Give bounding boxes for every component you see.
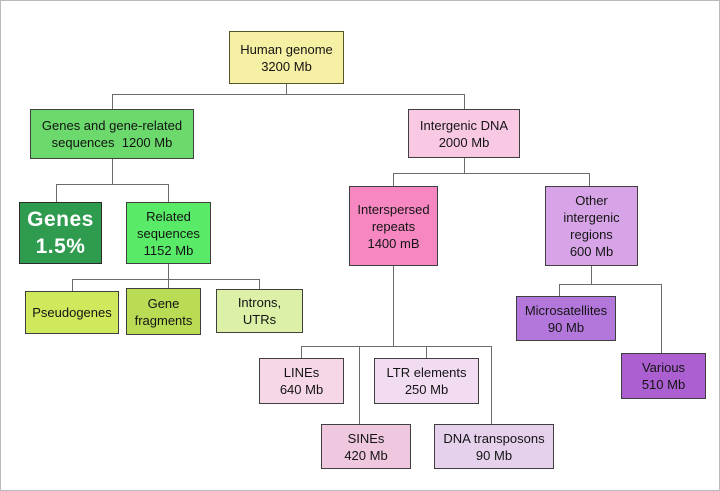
node-microsatellites: Microsatellites 90 Mb	[516, 296, 616, 341]
node-label-line: 1.5%	[35, 235, 86, 258]
node-label-line: Interspersed	[357, 201, 430, 217]
connector-line	[168, 264, 169, 279]
node-label-line: LINEs	[283, 365, 320, 380]
connector-line	[464, 94, 465, 109]
node-label-line: 640 Mb	[279, 382, 324, 397]
node-genes-related: Genes and gene-related sequences 1200 Mb	[30, 109, 194, 159]
node-label-line: 90 Mb	[475, 447, 513, 463]
connector-line	[559, 284, 560, 296]
node-label-line: DNA transposons	[443, 430, 545, 446]
connector-line	[559, 284, 662, 285]
node-lines-repeats: LINEs 640 Mb	[259, 358, 344, 404]
connector-line	[301, 346, 492, 347]
node-label-line: 250 Mb	[404, 382, 449, 397]
node-label-line: Gene	[147, 295, 180, 311]
node-label-line: intergenic	[563, 210, 620, 225]
connector-line	[168, 184, 169, 202]
node-label-line: 3200 Mb	[261, 58, 312, 74]
connector-line	[286, 84, 287, 94]
connector-line	[112, 159, 113, 184]
node-label-line: 510 Mb	[641, 377, 686, 392]
node-label-line: 90 Mb	[547, 319, 585, 335]
connector-line	[259, 279, 260, 289]
node-label-line: Intergenic DNA	[419, 117, 509, 133]
node-pseudogenes: Pseudogenes	[25, 291, 119, 334]
node-intergenic-dna: Intergenic DNA 2000 Mb	[408, 109, 520, 158]
node-related-sequences: Related sequences 1152 Mb	[126, 202, 211, 264]
connector-line	[168, 279, 169, 288]
node-label-line: SINEs	[347, 430, 385, 446]
node-label-line: Pseudogenes	[32, 305, 112, 320]
node-dna-transposons: DNA transposons 90 Mb	[434, 424, 554, 469]
connector-line	[301, 346, 302, 358]
node-label-line: Other	[575, 193, 608, 208]
connector-line	[112, 94, 113, 109]
node-label-line: LTR elements	[386, 365, 467, 380]
node-gene-fragments: Gene fragments	[126, 288, 201, 335]
node-label-line: Genes	[27, 208, 94, 231]
node-label-line: sequences	[137, 225, 200, 241]
node-label-line: Introns,	[237, 295, 282, 310]
node-human-genome: Human genome 3200 Mb	[229, 31, 344, 84]
connector-line	[112, 94, 465, 95]
connector-line	[56, 184, 169, 185]
connector-line	[426, 346, 427, 358]
connector-line	[589, 173, 590, 186]
node-introns-utrs: Introns, UTRs	[216, 289, 303, 333]
node-label-line: Human genome	[240, 41, 333, 57]
node-label-line: Related	[146, 208, 191, 224]
node-ltr-elements: LTR elements 250 Mb	[374, 358, 479, 404]
connector-line	[661, 284, 662, 353]
node-label-line: 1152 Mb	[143, 242, 194, 258]
node-label-line: 420 Mb	[344, 447, 388, 463]
connector-line	[72, 279, 260, 280]
node-sines: SINEs 420 Mb	[321, 424, 411, 469]
node-label-line: regions	[570, 227, 613, 242]
node-label-line: Genes and gene-related	[41, 118, 183, 133]
node-label-line: 600 Mb	[569, 244, 614, 259]
node-various: Various 510 Mb	[621, 353, 706, 399]
connector-line	[72, 279, 73, 291]
connector-line	[393, 266, 394, 346]
connector-line	[393, 173, 394, 186]
node-other-intergenic: Other intergenic regions 600 Mb	[545, 186, 638, 266]
node-label-line: Various	[641, 360, 686, 375]
connector-line	[491, 346, 492, 424]
node-label-line: UTRs	[242, 312, 277, 327]
connector-line	[393, 173, 590, 174]
node-interspersed-repeats: Interspersed repeats 1400 mB	[349, 186, 438, 266]
connector-line	[464, 158, 465, 173]
node-genes: Genes 1.5%	[19, 202, 102, 264]
node-label-line: Microsatellites	[524, 302, 608, 318]
node-label-line: 1400 mB	[367, 235, 420, 251]
node-label-line: repeats	[371, 218, 416, 234]
connector-line	[56, 184, 57, 202]
node-label-line: fragments	[134, 312, 193, 328]
connector-line	[591, 266, 592, 284]
node-label-line: 2000 Mb	[438, 134, 490, 150]
connector-line	[359, 346, 360, 424]
node-label-line: sequences 1200 Mb	[51, 135, 173, 150]
